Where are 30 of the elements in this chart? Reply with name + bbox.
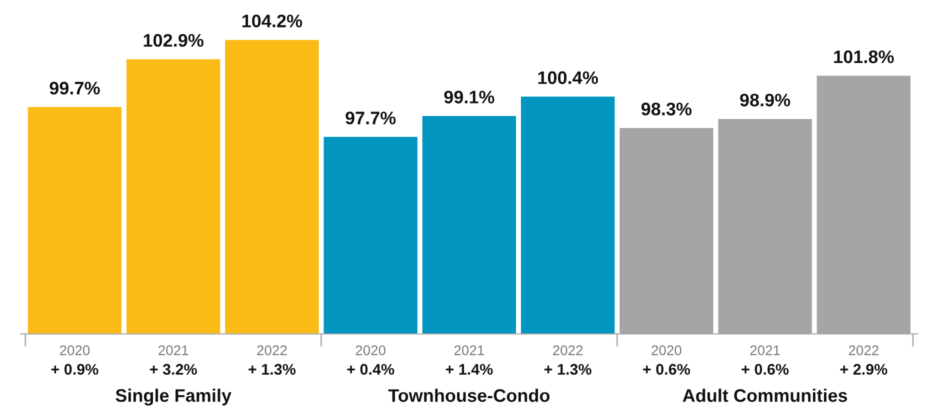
x-tick-label: 2021 [454,345,484,356]
data-label: 102.9% [144,34,204,47]
x-tick-label: 2020 [652,345,682,356]
text: + 0.9% [51,364,98,375]
text: Townhouse-Condo [388,388,550,402]
x-tick-label: 2020 [356,345,386,356]
text: + 2.9% [840,364,888,375]
data-label: 99.7% [50,82,100,95]
x-tick-label: 2022 [257,345,287,356]
text: + 0.4% [347,364,394,375]
text: + 1.3% [248,364,296,375]
text: + 3.2% [150,364,197,375]
text: Single Family [116,388,232,406]
data-label: 101.8% [834,50,894,64]
text: + 0.6% [742,364,789,375]
data-label: 98.9% [740,94,790,106]
x-tick-label: 2022 [848,345,878,356]
x-tick-label: 2022 [553,345,583,356]
text: + 1.4% [446,364,493,375]
text: + 0.6% [643,364,690,375]
data-label: 99.1% [444,90,494,104]
data-label: 97.7% [346,112,396,124]
data-label: 104.2% [242,14,302,28]
data-label: 98.3% [641,102,692,116]
x-tick-label: 2021 [158,345,188,356]
x-tick-label: 2021 [750,345,780,356]
text: Adult Communities [682,388,848,402]
text: + 1.3% [544,364,592,375]
x-tick-label: 2020 [60,345,90,356]
data-label: 100.4% [538,71,598,84]
